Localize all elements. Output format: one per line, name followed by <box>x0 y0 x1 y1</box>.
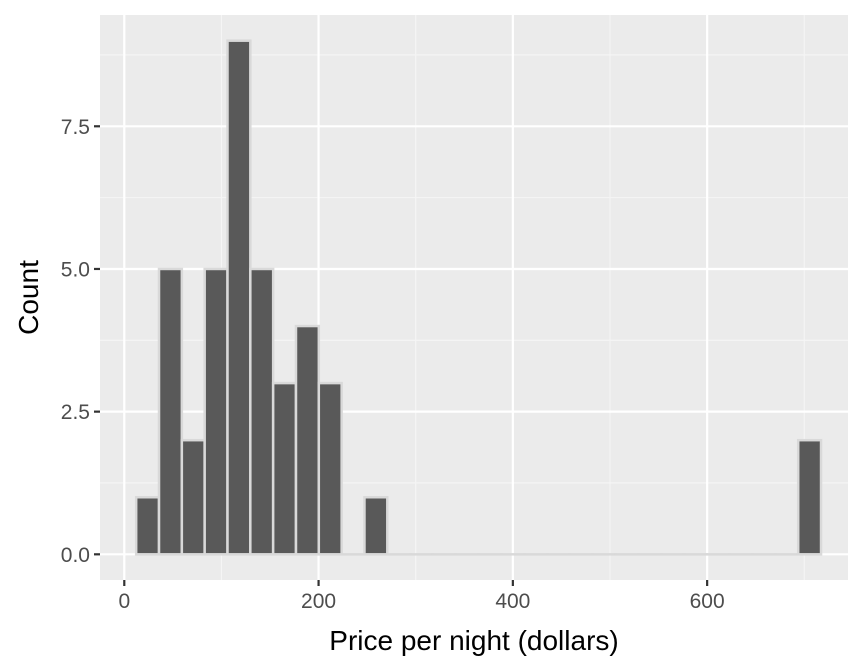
y-axis: 0.0 2.5 5.0 7.5 <box>61 116 100 567</box>
histogram-bar <box>203 267 229 556</box>
x-tick-label: 200 <box>301 590 336 613</box>
minor-gridlines <box>100 15 848 580</box>
histogram-bar <box>294 324 321 556</box>
x-axis-title: Price per night (dollars) <box>329 625 618 656</box>
x-tick-label: 400 <box>495 590 530 613</box>
y-tick-label: 0.0 <box>61 544 90 567</box>
histogram-bar <box>271 381 298 556</box>
histogram-bar <box>363 495 389 556</box>
histogram-bars <box>134 39 823 556</box>
histogram-bar <box>796 438 823 556</box>
histogram-bar <box>317 381 343 556</box>
y-tick-label: 2.5 <box>61 401 90 424</box>
x-tick-label: 0 <box>118 590 130 613</box>
x-axis: 0 200 400 600 <box>118 580 725 613</box>
y-tick-label: 7.5 <box>61 116 90 139</box>
y-axis-title: Count <box>13 260 44 335</box>
histogram-bar <box>134 495 161 556</box>
y-tick-label: 5.0 <box>61 258 90 281</box>
histogram-bar <box>249 267 275 556</box>
histogram-bar <box>226 39 252 556</box>
histogram-bar <box>157 267 184 556</box>
histogram-bar <box>180 438 206 556</box>
x-tick-label: 600 <box>690 590 725 613</box>
